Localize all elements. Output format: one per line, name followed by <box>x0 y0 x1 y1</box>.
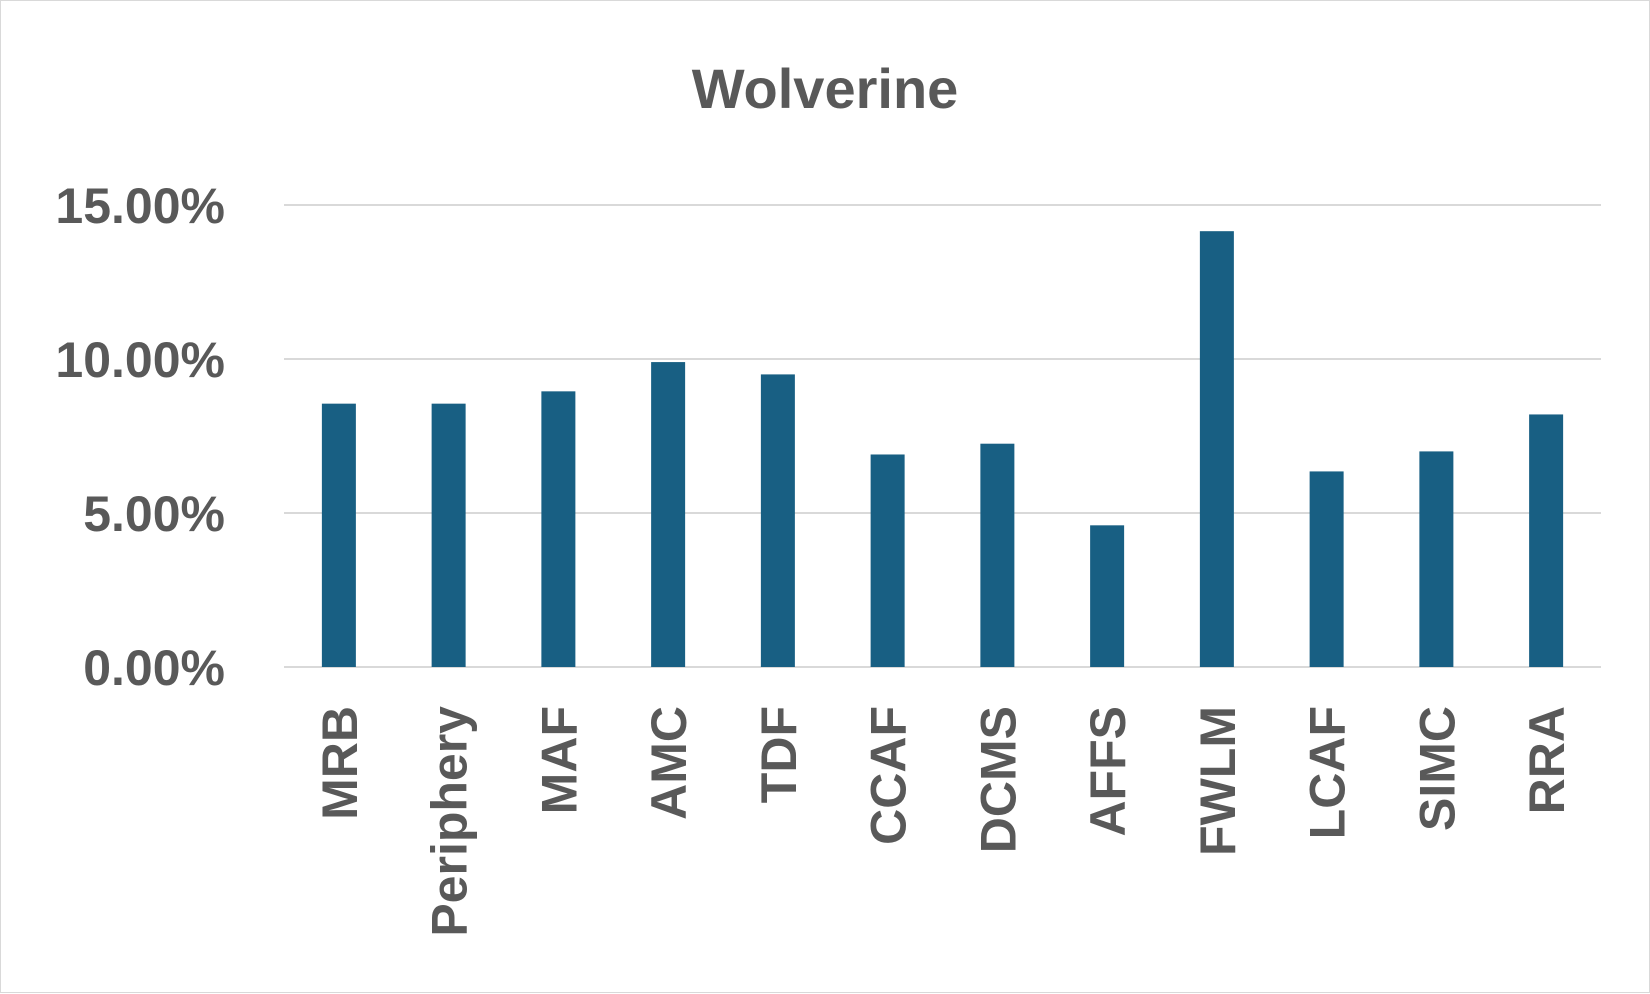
bars <box>321 231 1564 667</box>
bar-fwlm <box>1199 231 1234 667</box>
bar-lcaf <box>1309 471 1344 667</box>
category-label-maf: MAF <box>531 706 587 814</box>
bar-dcms <box>980 443 1015 667</box>
category-label-mrb: MRB <box>312 706 368 820</box>
bar-affs <box>1090 525 1125 667</box>
bar-ccaf <box>870 454 905 667</box>
bar-periphery <box>431 403 466 667</box>
category-label-amc: AMC <box>641 706 697 820</box>
gridlines <box>284 204 1601 668</box>
category-label-affs: AFFS <box>1080 706 1136 837</box>
y-axis-tick-labels: 0.00% 5.00% 10.00% 15.00% <box>55 178 225 696</box>
category-label-ccaf: CCAF <box>861 706 917 845</box>
bar-rra <box>1529 414 1564 667</box>
bar-amc <box>651 362 686 667</box>
category-label-lcaf: LCAF <box>1300 706 1356 839</box>
y-tick-label: 15.00% <box>55 178 225 234</box>
x-axis-category-labels: MRB Periphery MAF AMC TDF CCAF DCMS AFFS FWLM LCA… <box>312 706 1575 937</box>
category-label-dcms: DCMS <box>970 706 1026 853</box>
category-label-periphery: Periphery <box>422 706 478 937</box>
category-label-fwlm: FWLM <box>1190 706 1246 856</box>
y-tick-label: 0.00% <box>83 640 225 696</box>
category-label-tdf: TDF <box>751 706 807 803</box>
category-label-simc: SIMC <box>1409 706 1465 831</box>
bar-simc <box>1419 451 1454 667</box>
bar-mrb <box>321 403 356 667</box>
bar-maf <box>541 391 576 667</box>
y-tick-label: 10.00% <box>55 332 225 388</box>
chart-title: Wolverine <box>692 57 959 120</box>
bar-tdf <box>760 374 795 667</box>
y-tick-label: 5.00% <box>83 486 225 542</box>
category-label-rra: RRA <box>1519 706 1575 814</box>
